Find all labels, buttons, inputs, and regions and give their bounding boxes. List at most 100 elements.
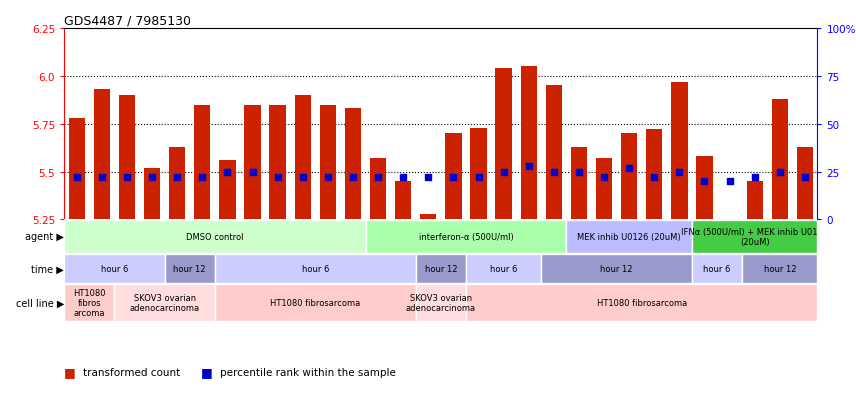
Point (673, 169, 687, 176)
Point (522, 163, 536, 170)
Point (447, 175, 461, 181)
Bar (746, 182, 763, 220)
Text: HT1080 fibrosarcoma: HT1080 fibrosarcoma (270, 298, 360, 307)
Text: interferon-α (500U/ml): interferon-α (500U/ml) (419, 233, 514, 241)
Bar (169, 147, 186, 220)
Bar (541, 254, 692, 283)
Bar (470, 128, 487, 220)
Bar (93, 90, 110, 220)
Text: hour 12: hour 12 (425, 264, 457, 273)
Bar (64, 284, 115, 321)
Point (346, 175, 360, 181)
Bar (692, 221, 817, 253)
Bar (466, 284, 817, 321)
Text: hour 12: hour 12 (764, 264, 796, 273)
Bar (194, 105, 211, 220)
Bar (696, 157, 713, 220)
Text: GDS4487 / 7985130: GDS4487 / 7985130 (64, 15, 191, 28)
Text: MEK inhib U0126 (20uM): MEK inhib U0126 (20uM) (577, 233, 681, 241)
Bar (164, 254, 215, 283)
Bar (215, 284, 416, 321)
Point (296, 175, 310, 181)
Bar (545, 86, 562, 220)
Bar (270, 105, 286, 220)
Point (647, 175, 661, 181)
Bar (219, 161, 235, 220)
Text: ■: ■ (201, 365, 213, 378)
Bar (244, 105, 261, 220)
Bar (319, 105, 336, 220)
Bar (596, 159, 612, 220)
Point (622, 165, 636, 171)
Text: HT1080
fibros
arcoma: HT1080 fibros arcoma (73, 288, 105, 318)
Bar (621, 134, 638, 220)
Bar (771, 100, 788, 220)
Bar (797, 147, 813, 220)
Bar (466, 254, 541, 283)
Bar (416, 254, 466, 283)
Point (748, 175, 762, 181)
Text: percentile rank within the sample: percentile rank within the sample (220, 367, 395, 377)
Text: IFNα (500U/ml) + MEK inhib U0126
(20uM): IFNα (500U/ml) + MEK inhib U0126 (20uM) (681, 227, 829, 247)
Point (698, 178, 711, 185)
Bar (366, 221, 567, 253)
Text: ■: ■ (64, 365, 76, 378)
Bar (420, 214, 437, 220)
Text: hour 6: hour 6 (490, 264, 517, 273)
Point (170, 175, 184, 181)
Text: SKOV3 ovarian
adenocarcinoma: SKOV3 ovarian adenocarcinoma (129, 293, 199, 313)
Point (270, 175, 284, 181)
Point (496, 169, 510, 176)
Bar (646, 130, 663, 220)
Point (321, 175, 335, 181)
Bar (742, 254, 817, 283)
Bar (64, 221, 366, 253)
Bar (144, 168, 160, 220)
Point (472, 175, 485, 181)
Point (95, 175, 109, 181)
Bar (416, 284, 466, 321)
Point (221, 169, 235, 176)
Bar (571, 147, 587, 220)
Point (773, 169, 787, 176)
Bar (692, 254, 742, 283)
Text: transformed count: transformed count (83, 367, 181, 377)
Bar (115, 284, 215, 321)
Bar (671, 82, 687, 220)
Point (372, 175, 385, 181)
Text: SKOV3 ovarian
adenocarcinoma: SKOV3 ovarian adenocarcinoma (406, 293, 476, 313)
Text: cell line ▶: cell line ▶ (15, 298, 64, 308)
Point (246, 169, 259, 176)
Bar (370, 159, 386, 220)
Point (146, 175, 159, 181)
Bar (345, 109, 361, 220)
Text: hour 6: hour 6 (101, 264, 128, 273)
Text: agent ▶: agent ▶ (26, 232, 64, 242)
Point (572, 169, 586, 176)
Bar (722, 220, 738, 229)
Bar (294, 96, 311, 220)
Text: hour 12: hour 12 (600, 264, 633, 273)
Point (70, 175, 84, 181)
Bar (64, 254, 164, 283)
Text: hour 6: hour 6 (301, 264, 329, 273)
Bar (445, 134, 461, 220)
Bar (119, 96, 135, 220)
Bar (395, 182, 412, 220)
Point (421, 175, 435, 181)
Text: DMSO control: DMSO control (186, 233, 244, 241)
Text: hour 12: hour 12 (174, 264, 206, 273)
Point (597, 175, 611, 181)
Bar (215, 254, 416, 283)
Point (120, 175, 134, 181)
Point (722, 178, 736, 185)
Bar (496, 69, 512, 220)
Text: hour 6: hour 6 (704, 264, 731, 273)
Text: time ▶: time ▶ (32, 264, 64, 274)
Bar (520, 67, 537, 220)
Point (547, 169, 561, 176)
Point (798, 175, 811, 181)
Point (195, 175, 209, 181)
Bar (567, 221, 692, 253)
Text: HT1080 fibrosarcoma: HT1080 fibrosarcoma (597, 298, 687, 307)
